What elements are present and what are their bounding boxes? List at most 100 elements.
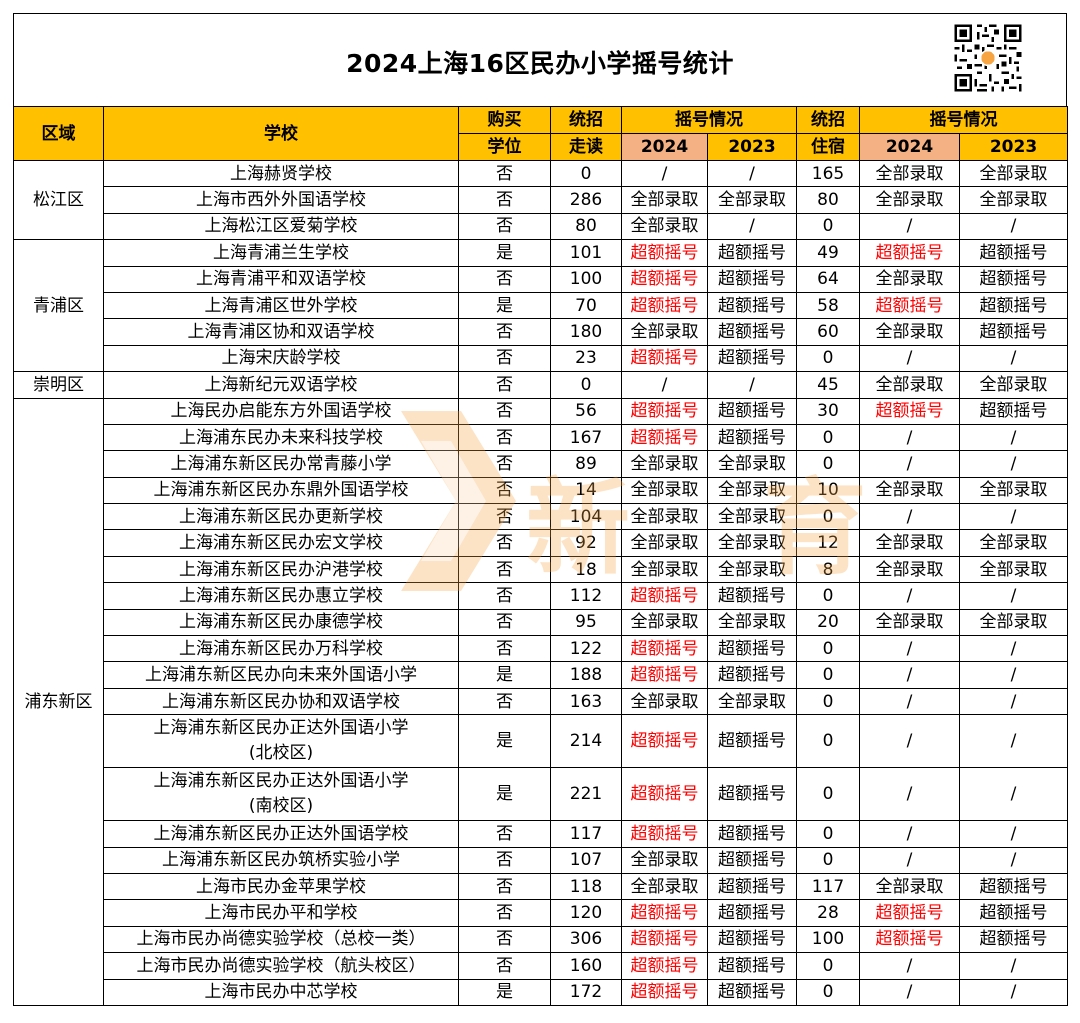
board-2024-status-cell: 全部录取 (859, 555, 960, 584)
board-quota-cell: 0 (796, 635, 860, 663)
board-2024-status-cell: 超额摇号 (859, 291, 960, 320)
day-2023-status-cell: 全部录取 (707, 608, 797, 637)
board-2023-status-cell: / (959, 820, 1068, 848)
day-quota-cell: 188 (550, 661, 622, 689)
table-row: 松江区 上海赫贤学校否 0//165 全部录取 全部录取 (13, 159, 1068, 241)
school-name-cell: 上海赫贤学校 (103, 159, 459, 188)
board-quota-cell: 28 (796, 899, 860, 927)
board-2023-status-cell: 全部录取 (959, 529, 1068, 557)
purchase-cell: 是 (458, 239, 551, 267)
board-quota-cell: 165 (796, 159, 860, 188)
lottery-table: 区域 学校 购买 统招 摇号情况 统招 摇号情况 学位 走读 2024 2023… (13, 106, 1068, 1006)
board-2024-status-cell: / (859, 661, 960, 689)
day-2024-status-cell: 超额摇号 (621, 265, 708, 293)
board-2023-status-cell: 超额摇号 (959, 265, 1068, 293)
board-2023-status-cell: / (959, 714, 1068, 769)
board-2024-status-cell: 超额摇号 (859, 397, 960, 425)
header-day-line2: 走读 (550, 133, 622, 161)
school-name-cell: 上海新纪元双语学校 (103, 371, 459, 399)
day-quota-cell: 214 (550, 714, 622, 769)
school-name-cell: 上海浦东新区民办常青藤小学 (103, 450, 459, 478)
board-quota-cell: 58 (796, 291, 860, 320)
board-quota-cell: 117 (796, 872, 860, 901)
school-name-cell: 上海民办启能东方外国语学校 (103, 397, 459, 425)
school-name-cell: 上海浦东新区民办惠立学校 (103, 582, 459, 610)
table-row: 上海浦东新区民办正达外国语小学 (北校区) 是 214 超额摇号 超额摇号 0// (14, 714, 1068, 769)
table-row: 崇明区 上海新纪元双语学校否 0//45 全部录取 全部录取 (13, 371, 1068, 399)
table-body: 松江区 上海赫贤学校否 0//165 全部录取 全部录取 上海市西外外国语学校否 286 全部… (13, 159, 1068, 1006)
purchase-cell: 是 (458, 291, 551, 320)
school-name-cell: 上海宋庆龄学校 (103, 344, 459, 373)
day-2023-status-cell: 超额摇号 (707, 635, 797, 663)
board-2023-status-cell: / (959, 450, 1068, 478)
table-row: 上海市民办金苹果学校否 118 全部录取 超额摇号 117 全部录取 超额摇号 (14, 872, 1068, 901)
day-quota-cell: 101 (550, 239, 622, 267)
day-2023-status-cell: 全部录取 (707, 529, 797, 557)
day-2024-status-cell: 全部录取 (621, 529, 708, 557)
board-2024-status-cell: / (859, 503, 960, 531)
purchase-cell: 否 (458, 555, 551, 584)
day-quota-cell: 14 (550, 476, 622, 505)
board-quota-cell: 80 (796, 186, 860, 214)
day-2024-status-cell: 超额摇号 (621, 582, 708, 610)
board-2024-status-cell: 全部录取 (859, 265, 960, 293)
day-quota-cell: 180 (550, 318, 622, 346)
header-board-lottery: 摇号情况 (859, 106, 1068, 134)
school-name-cell: 上海浦东新区民办正达外国语小学 (北校区) (103, 714, 459, 769)
board-quota-cell: 0 (796, 582, 860, 610)
board-quota-cell: 30 (796, 397, 860, 425)
day-2023-status-cell: 全部录取 (707, 450, 797, 478)
purchase-cell: 否 (458, 212, 551, 241)
school-name-cell: 上海浦东新区民办万科学校 (103, 635, 459, 663)
day-quota-cell: 286 (550, 186, 622, 214)
purchase-cell: 否 (458, 846, 551, 874)
day-2024-status-cell: 超额摇号 (621, 978, 708, 1006)
purchase-cell: 否 (458, 450, 551, 478)
table-row: 上海浦东新区民办康德学校否 95 全部录取 全部录取 20 全部录取 全部录取 (14, 608, 1068, 637)
board-2024-status-cell: 超额摇号 (859, 925, 960, 954)
day-2023-status-cell: 超额摇号 (707, 899, 797, 927)
table-row: 上海市民办尚德实验学校（总校一类）否 306 超额摇号 超额摇号 100 超额摇号 超额摇号 (14, 925, 1068, 954)
board-2024-status-cell: / (859, 714, 960, 769)
board-2023-status-cell: 超额摇号 (959, 318, 1068, 346)
school-name-cell: 上海青浦平和双语学校 (103, 265, 459, 293)
school-name-cell: 上海松江区爱菊学校 (103, 212, 459, 241)
day-2023-status-cell: 超额摇号 (707, 582, 797, 610)
board-2023-status-cell: 全部录取 (959, 371, 1068, 399)
board-2023-status-cell: 超额摇号 (959, 925, 1068, 954)
day-quota-cell: 172 (550, 978, 622, 1006)
board-2023-status-cell: / (959, 503, 1068, 531)
day-2024-status-cell: 超额摇号 (621, 820, 708, 848)
day-2023-status-cell: 全部录取 (707, 503, 797, 531)
board-2024-status-cell: / (859, 978, 960, 1006)
table-row: 上海浦东新区民办协和双语学校否 163 全部录取 全部录取 0// (14, 687, 1068, 716)
school-name-cell: 上海市西外外国语学校 (103, 186, 459, 214)
school-name-cell: 上海浦东新区民办筑桥实验小学 (103, 846, 459, 874)
header-board-2023: 2023 (959, 133, 1068, 161)
day-2024-status-cell: 全部录取 (621, 450, 708, 478)
day-2023-status-cell: 超额摇号 (707, 846, 797, 874)
board-2023-status-cell: / (959, 423, 1068, 452)
board-2024-status-cell: / (859, 423, 960, 452)
purchase-cell: 否 (458, 344, 551, 373)
school-name-cell: 上海浦东新区民办协和双语学校 (103, 687, 459, 716)
school-name-cell: 上海浦东新区民办沪港学校 (103, 555, 459, 584)
board-2024-status-cell: 全部录取 (859, 186, 960, 214)
table-row: 上海浦东新区民办惠立学校否 112 超额摇号 超额摇号 0// (14, 582, 1068, 610)
purchase-cell: 否 (458, 582, 551, 610)
board-2024-status-cell: / (859, 582, 960, 610)
board-2024-status-cell: 全部录取 (859, 371, 960, 399)
table-row: 浦东新区 上海民办启能东方外国语学校否 56 超额摇号 超额摇号 30 超额摇号 超额摇号 (13, 397, 1068, 1006)
day-quota-cell: 117 (550, 820, 622, 848)
board-2023-status-cell: 全部录取 (959, 476, 1068, 505)
day-2024-status-cell: 超额摇号 (621, 397, 708, 425)
table-row: 上海浦东新区民办沪港学校否 18 全部录取 全部录取 8 全部录取 全部录取 (14, 555, 1068, 584)
school-name-cell: 上海浦东新区民办更新学校 (103, 503, 459, 531)
day-2023-status-cell: 超额摇号 (707, 239, 797, 267)
header-board-line2: 住宿 (796, 133, 860, 161)
day-2024-status-cell: 超额摇号 (621, 714, 708, 769)
table-row: 上海浦东新区民办正达外国语学校否 117 超额摇号 超额摇号 0// (14, 820, 1068, 848)
purchase-cell: 否 (458, 397, 551, 425)
table-row: 上海浦东民办未来科技学校否 167 超额摇号 超额摇号 0// (14, 423, 1068, 452)
day-2023-status-cell: / (707, 212, 797, 241)
